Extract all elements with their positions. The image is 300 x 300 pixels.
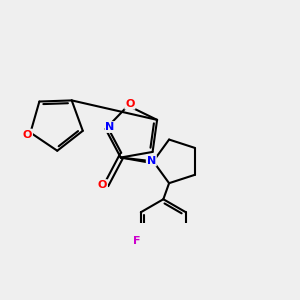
Text: N: N xyxy=(106,122,115,132)
Text: N: N xyxy=(147,156,156,166)
Text: O: O xyxy=(98,180,107,190)
Text: O: O xyxy=(125,99,135,109)
Text: F: F xyxy=(133,236,141,246)
Text: O: O xyxy=(23,130,32,140)
